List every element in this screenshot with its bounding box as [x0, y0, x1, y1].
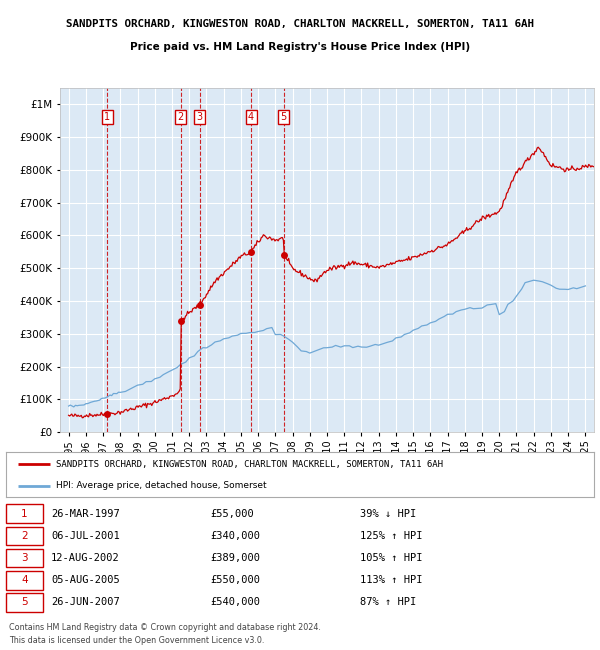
Text: 05-AUG-2005: 05-AUG-2005 [51, 575, 120, 585]
Text: £540,000: £540,000 [210, 597, 260, 607]
Text: 3: 3 [21, 553, 28, 563]
Text: £55,000: £55,000 [210, 509, 254, 519]
Text: 113% ↑ HPI: 113% ↑ HPI [360, 575, 422, 585]
Text: 4: 4 [21, 575, 28, 585]
FancyBboxPatch shape [6, 571, 43, 590]
Text: Contains HM Land Registry data © Crown copyright and database right 2024.: Contains HM Land Registry data © Crown c… [9, 623, 321, 632]
Text: HPI: Average price, detached house, Somerset: HPI: Average price, detached house, Some… [56, 482, 266, 490]
Text: 125% ↑ HPI: 125% ↑ HPI [360, 531, 422, 541]
Text: 1: 1 [21, 509, 28, 519]
Text: 4: 4 [248, 112, 254, 122]
Text: 105% ↑ HPI: 105% ↑ HPI [360, 553, 422, 563]
Text: 39% ↓ HPI: 39% ↓ HPI [360, 509, 416, 519]
Text: £389,000: £389,000 [210, 553, 260, 563]
Text: £340,000: £340,000 [210, 531, 260, 541]
Text: 26-MAR-1997: 26-MAR-1997 [51, 509, 120, 519]
FancyBboxPatch shape [6, 593, 43, 612]
Text: 12-AUG-2002: 12-AUG-2002 [51, 553, 120, 563]
Text: 3: 3 [197, 112, 203, 122]
Text: 5: 5 [280, 112, 287, 122]
Text: SANDPITS ORCHARD, KINGWESTON ROAD, CHARLTON MACKRELL, SOMERTON, TA11 6AH: SANDPITS ORCHARD, KINGWESTON ROAD, CHARL… [56, 460, 443, 469]
Text: 5: 5 [21, 597, 28, 607]
Text: 2: 2 [21, 531, 28, 541]
Text: £550,000: £550,000 [210, 575, 260, 585]
Text: This data is licensed under the Open Government Licence v3.0.: This data is licensed under the Open Gov… [9, 636, 265, 645]
Text: Price paid vs. HM Land Registry's House Price Index (HPI): Price paid vs. HM Land Registry's House … [130, 42, 470, 52]
FancyBboxPatch shape [6, 526, 43, 545]
FancyBboxPatch shape [6, 549, 43, 567]
Text: SANDPITS ORCHARD, KINGWESTON ROAD, CHARLTON MACKRELL, SOMERTON, TA11 6AH: SANDPITS ORCHARD, KINGWESTON ROAD, CHARL… [66, 20, 534, 29]
Text: 87% ↑ HPI: 87% ↑ HPI [360, 597, 416, 607]
Text: 26-JUN-2007: 26-JUN-2007 [51, 597, 120, 607]
Text: 06-JUL-2001: 06-JUL-2001 [51, 531, 120, 541]
Text: 2: 2 [178, 112, 184, 122]
FancyBboxPatch shape [6, 504, 43, 523]
Text: 1: 1 [104, 112, 110, 122]
